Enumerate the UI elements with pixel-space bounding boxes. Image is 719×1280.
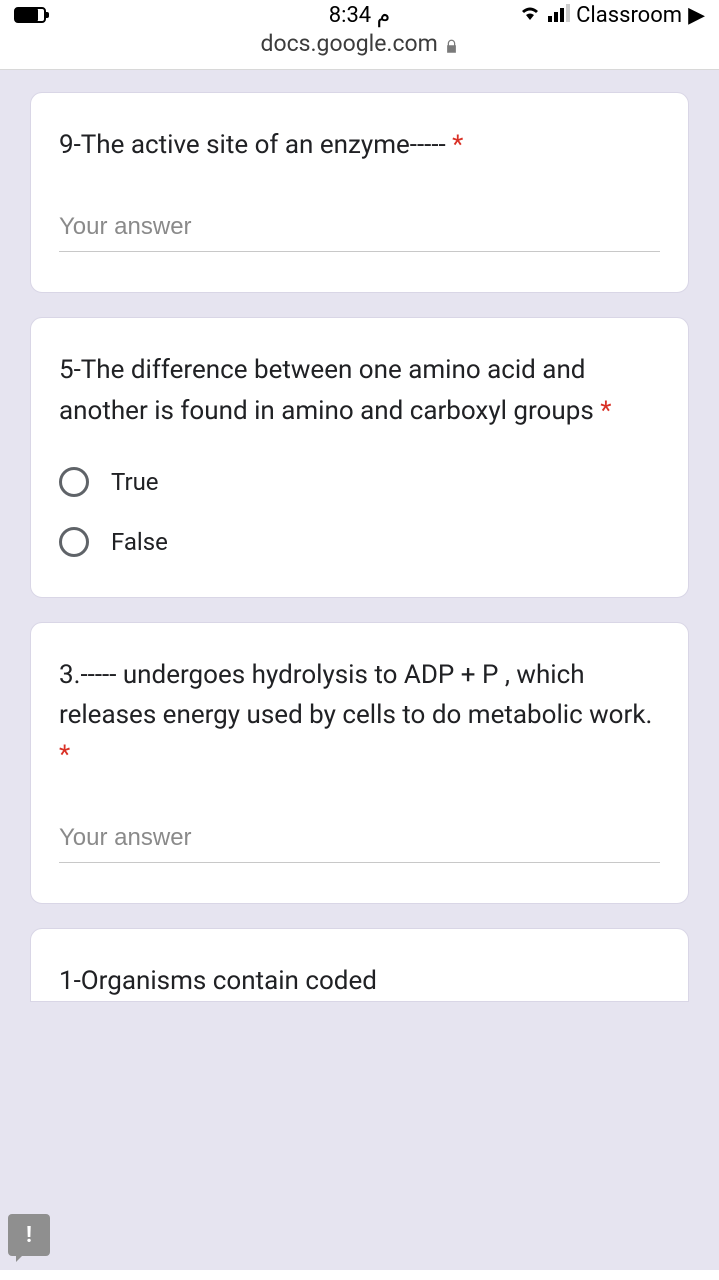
status-left [14, 7, 46, 23]
question-text-9: 9-The active site of an enzyme----- * [59, 125, 660, 165]
radio-option-true[interactable]: True [59, 467, 660, 497]
radio-circle-icon [59, 467, 89, 497]
alert-icon: ! [26, 1223, 32, 1248]
wifi-icon [518, 2, 542, 28]
question-text-1: 1-Organisms contain coded [59, 961, 660, 1001]
radio-circle-icon [59, 527, 89, 557]
radio-group-5: True False [59, 467, 660, 557]
question-text-5: 5-The difference between one amino acid … [59, 350, 660, 431]
required-mark: * [59, 740, 70, 770]
status-right: Classroom ▶ [518, 2, 705, 28]
question-card-5: 5-The difference between one amino acid … [30, 317, 689, 598]
answer-input-9[interactable] [59, 207, 660, 252]
signal-icon [548, 3, 570, 28]
status-bar: م 8:34 Classroom ▶ [0, 0, 719, 30]
question-card-9: 9-The active site of an enzyme----- * [30, 92, 689, 293]
required-mark: * [446, 130, 464, 160]
url-domain: docs.google.com [260, 30, 437, 57]
play-icon: ▶ [688, 3, 705, 28]
answer-input-3[interactable] [59, 818, 660, 863]
question-card-3: 3.----- undergoes hydrolysis to ADP + P … [30, 622, 689, 904]
form-area: 9-The active site of an enzyme----- * 5-… [0, 70, 719, 1270]
url-bar[interactable]: docs.google.com [0, 30, 719, 70]
radio-option-false[interactable]: False [59, 527, 660, 557]
status-app-label: Classroom [576, 3, 682, 28]
radio-label-true: True [111, 468, 159, 496]
required-mark: * [594, 396, 612, 426]
question-text-3: 3.----- undergoes hydrolysis to ADP + P … [59, 655, 660, 776]
radio-label-false: False [111, 528, 168, 556]
lock-icon [444, 36, 459, 55]
report-button[interactable]: ! [8, 1214, 50, 1256]
battery-icon [14, 7, 46, 23]
question-card-1: 1-Organisms contain coded [30, 928, 689, 1002]
